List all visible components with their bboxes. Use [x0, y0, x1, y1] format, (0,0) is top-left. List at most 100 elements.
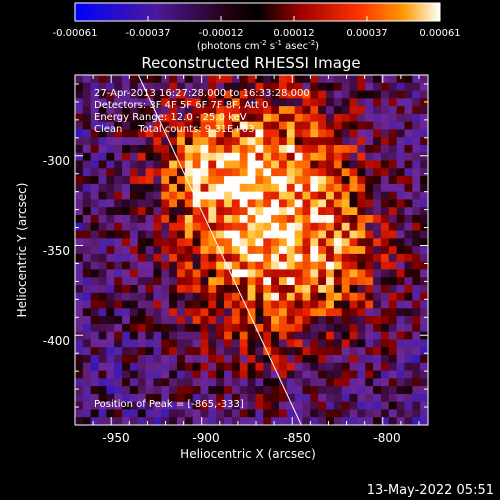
heatmap-cell	[231, 355, 241, 364]
heatmap-cell	[318, 285, 327, 294]
heatmap-cell	[286, 277, 296, 286]
heatmap-cell	[333, 238, 343, 247]
heatmap-cell	[106, 129, 115, 138]
heatmap-cell	[200, 129, 209, 138]
heatmap-cell	[200, 292, 209, 302]
heatmap-cell	[192, 230, 202, 239]
heatmap-cell	[208, 409, 217, 418]
heatmap-cell	[192, 106, 202, 115]
heatmap-cell	[341, 246, 351, 255]
heatmap-cell	[388, 409, 398, 418]
heatmap-cell	[373, 285, 382, 294]
heatmap-cell	[310, 222, 319, 232]
heatmap-cell	[412, 215, 421, 224]
heatmap-cell	[90, 300, 100, 309]
heatmap-cell	[247, 292, 257, 302]
heatmap-cell	[380, 308, 390, 317]
heatmap-cell	[184, 129, 194, 138]
heatmap-cell	[216, 168, 225, 177]
heatmap-cell	[286, 129, 296, 138]
heatmap-cell	[161, 90, 170, 99]
heatmap-cell	[145, 145, 155, 154]
heatmap-cell	[380, 98, 390, 107]
heatmap-cell	[373, 401, 382, 411]
heatmap-cell	[161, 370, 170, 379]
heatmap-cell	[365, 417, 374, 425]
heatmap-cell	[176, 316, 186, 325]
heatmap-cell	[82, 160, 92, 169]
heatmap-cell	[216, 339, 225, 348]
heatmap-cell	[239, 215, 249, 224]
heatmap-cell	[129, 215, 139, 224]
heatmap-cell	[388, 75, 398, 84]
heatmap-cell	[82, 191, 92, 201]
heatmap-cell	[318, 253, 327, 263]
heatmap-cell	[357, 168, 366, 177]
heatmap-cell	[184, 207, 194, 216]
heatmap-cell	[184, 160, 194, 169]
colorbar-units: (photons cm-2 s-1 asec-2)	[197, 39, 319, 52]
heatmap-cell	[239, 191, 249, 201]
heatmap-cell	[231, 292, 241, 302]
heatmap-cell	[106, 323, 115, 333]
heatmap-cell	[310, 417, 319, 425]
heatmap-cell	[365, 331, 374, 341]
heatmap-cell	[310, 323, 319, 333]
heatmap-cell	[176, 98, 186, 107]
heatmap-cell	[200, 222, 209, 232]
heatmap-cell	[224, 90, 233, 99]
heatmap-cell	[333, 393, 343, 403]
heatmap-cell	[357, 308, 366, 317]
heatmap-cell	[286, 347, 296, 356]
heatmap-cell	[294, 261, 304, 271]
heatmap-cell	[255, 269, 264, 278]
heatmap-cell	[153, 316, 162, 325]
heatmap-cell	[75, 230, 84, 239]
heatmap-cell	[357, 323, 366, 333]
heatmap-cell	[98, 106, 107, 115]
heatmap-cell	[216, 222, 225, 232]
heatmap-cell	[396, 113, 406, 123]
heatmap-cell	[75, 106, 84, 115]
heatmap-cell	[247, 393, 257, 403]
heatmap-cell	[137, 230, 147, 239]
heatmap-cell	[271, 106, 280, 115]
heatmap-cell	[114, 238, 123, 247]
heatmap-cell	[98, 409, 107, 418]
heatmap-cell	[271, 378, 280, 387]
heatmap-cell	[255, 106, 264, 115]
heatmap-cell	[341, 261, 351, 271]
heatmap-cell	[145, 199, 155, 208]
heatmap-cell	[365, 90, 374, 99]
heatmap-cell	[412, 230, 421, 239]
heatmap-cell	[216, 145, 225, 154]
heatmap-cell	[310, 82, 319, 92]
heatmap-cell	[341, 401, 351, 411]
heatmap-cell	[341, 300, 351, 309]
heatmap-cell	[114, 355, 123, 364]
heatmap-cell	[169, 362, 178, 372]
heatmap-cell	[310, 347, 319, 356]
heatmap-cell	[153, 269, 162, 278]
heatmap-cell	[200, 347, 209, 356]
heatmap-cell	[161, 409, 170, 418]
heatmap-cell	[310, 160, 319, 169]
heatmap-cell	[208, 308, 217, 317]
heatmap-cell	[373, 292, 382, 302]
heatmap-cell	[373, 106, 382, 115]
heatmap-cell	[404, 113, 413, 123]
heatmap-cell	[373, 137, 382, 146]
heatmap-cell	[310, 199, 319, 208]
heatmap-cell	[208, 253, 217, 263]
heatmap-cell	[184, 230, 194, 239]
heatmap-cell	[286, 183, 296, 193]
heatmap-cell	[90, 121, 100, 131]
heatmap-cell	[184, 370, 194, 379]
heatmap-cell	[122, 347, 131, 356]
heatmap-cell	[341, 362, 351, 372]
heatmap-cell	[216, 160, 225, 169]
heatmap-cell	[396, 323, 406, 333]
heatmap-cell	[137, 191, 147, 201]
heatmap-cell	[365, 215, 374, 224]
heatmap-cell	[161, 121, 170, 131]
